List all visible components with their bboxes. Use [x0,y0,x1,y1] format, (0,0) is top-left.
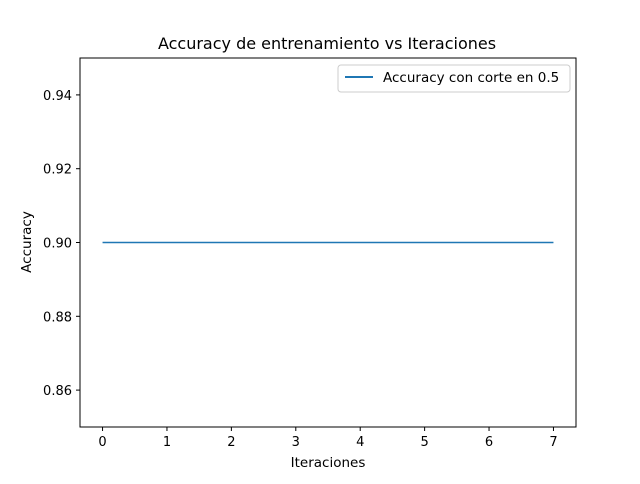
x-tick-label: 6 [485,435,493,450]
y-tick-label: 0.90 [43,237,72,252]
x-axis-ticks: 0 1 2 3 4 5 6 7 [98,427,558,450]
legend-label: Accuracy con corte en 0.5 [383,70,559,86]
x-tick-label: 3 [292,435,300,450]
y-axis-label: Accuracy [19,211,35,273]
chart-title: Accuracy de entrenamiento vs Iteraciones [158,34,496,53]
x-tick-label: 2 [227,435,235,450]
y-tick-label: 0.88 [43,310,72,325]
x-tick-label: 0 [98,435,106,450]
y-tick-label: 0.92 [43,163,72,178]
x-tick-label: 7 [549,435,557,450]
x-tick-label: 4 [356,435,364,450]
legend-box [337,64,571,93]
y-tick-label: 0.86 [43,384,72,399]
x-tick-label: 5 [420,435,428,450]
legend: Accuracy con corte en 0.5 [337,64,571,93]
x-axis-label: Iteraciones [291,455,366,471]
x-tick-label: 1 [163,435,171,450]
plot-area-frame [79,57,577,428]
y-tick-label: 0.94 [43,89,72,104]
y-axis-ticks: 0.86 0.88 0.90 0.92 0.94 [43,89,80,399]
